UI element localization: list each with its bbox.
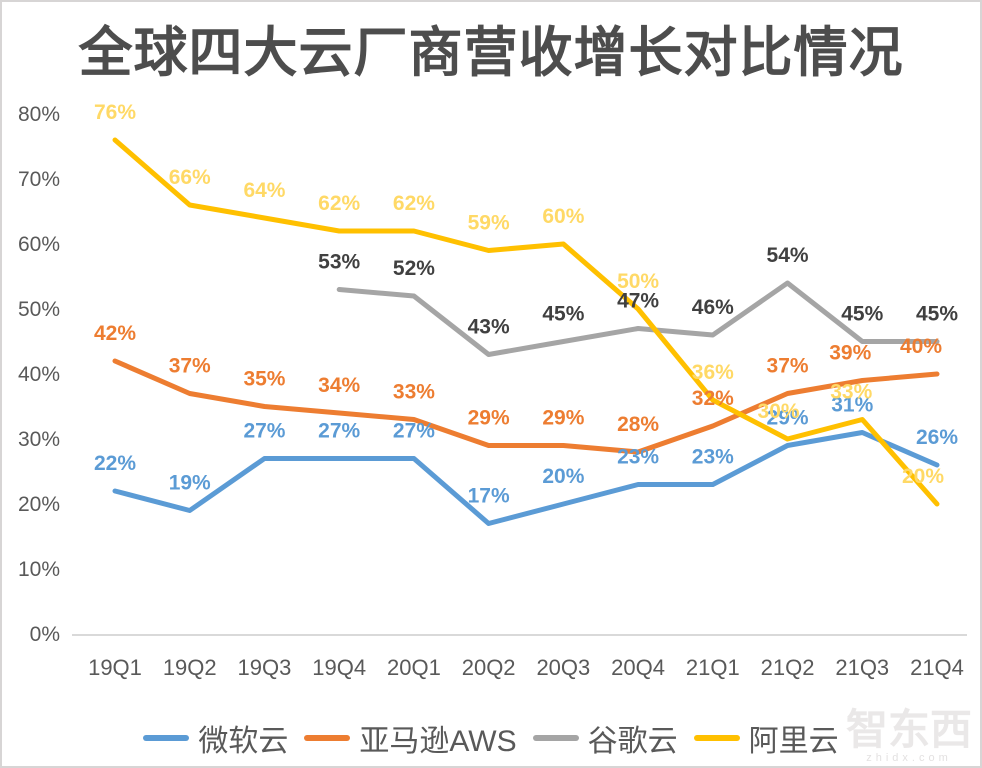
data-label-microsoft-cloud-19Q4: 27% <box>318 420 360 443</box>
data-label-google-cloud-20Q4: 47% <box>617 290 659 313</box>
data-label-amazon-aws-21Q1: 32% <box>692 387 734 410</box>
x-axis-label: 21Q2 <box>761 655 815 680</box>
legend-item-google-cloud: 谷歌云 <box>532 716 678 760</box>
legend-label-microsoft-cloud: 微软云 <box>198 725 289 758</box>
data-label-microsoft-cloud-19Q2: 19% <box>169 472 211 495</box>
data-label-alibaba-cloud-21Q1: 36% <box>692 361 734 384</box>
data-label-alibaba-cloud-20Q2: 59% <box>468 212 510 235</box>
data-label-amazon-aws-21Q4: 40% <box>900 335 942 358</box>
legend-item-alibaba-cloud: 阿里云 <box>693 716 839 760</box>
data-label-google-cloud-20Q1: 52% <box>393 257 435 280</box>
legend-item-amazon-aws: 亚马逊AWS <box>304 716 517 760</box>
legend-label-google-cloud: 谷歌云 <box>587 725 678 758</box>
data-label-microsoft-cloud-21Q1: 23% <box>692 446 734 469</box>
y-axis-tick: 0% <box>30 623 60 646</box>
y-axis-tick: 50% <box>18 298 60 321</box>
legend-item-microsoft-cloud: 微软云 <box>143 716 288 760</box>
data-label-alibaba-cloud-19Q4: 62% <box>318 192 360 215</box>
data-label-amazon-aws-20Q2: 29% <box>468 407 510 430</box>
data-label-alibaba-cloud-21Q3: 33% <box>830 381 872 404</box>
legend: 微软云 亚马逊AWS 谷歌云 阿里云 <box>2 716 980 760</box>
x-axis-label: 20Q4 <box>611 655 665 680</box>
legend-label-alibaba-cloud: 阿里云 <box>748 725 839 758</box>
data-label-alibaba-cloud-21Q4: 20% <box>902 465 944 488</box>
y-axis-tick: 20% <box>18 493 60 516</box>
data-label-amazon-aws-20Q4: 28% <box>617 413 659 436</box>
y-axis-tick: 60% <box>18 233 60 256</box>
data-label-amazon-aws-19Q1: 42% <box>94 322 136 345</box>
data-label-google-cloud-19Q4: 53% <box>318 251 360 274</box>
data-label-google-cloud-20Q2: 43% <box>468 316 510 339</box>
data-label-amazon-aws-19Q2: 37% <box>169 355 211 378</box>
x-axis-label: 20Q1 <box>387 655 441 680</box>
data-label-amazon-aws-20Q1: 33% <box>393 381 435 404</box>
x-axis-label: 19Q4 <box>312 655 366 680</box>
x-axis-label: 20Q3 <box>536 655 590 680</box>
data-label-amazon-aws-19Q3: 35% <box>243 368 285 391</box>
series-line-alibaba-cloud <box>112 137 940 507</box>
chart-title: 全球四大云厂商营收增长对比情况 <box>78 23 904 83</box>
data-label-microsoft-cloud-20Q2: 17% <box>468 485 510 508</box>
x-axis-label: 21Q3 <box>835 655 889 680</box>
x-axis-label: 20Q2 <box>462 655 516 680</box>
data-label-amazon-aws-21Q2: 37% <box>767 355 809 378</box>
series-line-google-cloud <box>336 280 940 357</box>
data-label-alibaba-cloud-20Q1: 62% <box>393 192 435 215</box>
legend-swatch-google-cloud <box>532 735 579 741</box>
data-label-google-cloud-21Q2: 54% <box>767 244 809 267</box>
x-axis-label: 19Q1 <box>88 655 142 680</box>
data-label-microsoft-cloud-21Q4: 26% <box>916 426 958 449</box>
data-label-google-cloud-21Q1: 46% <box>692 296 734 319</box>
x-axis-label: 21Q4 <box>910 655 964 680</box>
data-label-google-cloud-21Q4: 45% <box>916 303 958 326</box>
series-line-amazon-aws <box>112 358 940 455</box>
x-axis-label: 21Q1 <box>686 655 740 680</box>
data-label-microsoft-cloud-20Q3: 20% <box>542 465 584 488</box>
legend-label-amazon-aws: 亚马逊AWS <box>359 725 517 758</box>
data-label-amazon-aws-19Q4: 34% <box>318 374 360 397</box>
x-axis-label: 19Q2 <box>163 655 217 680</box>
y-axis-tick: 30% <box>18 428 60 451</box>
data-label-amazon-aws-20Q3: 29% <box>542 407 584 430</box>
data-label-amazon-aws-21Q3: 39% <box>829 342 871 365</box>
y-axis-tick: 10% <box>18 558 60 581</box>
data-label-alibaba-cloud-20Q4: 50% <box>617 270 659 293</box>
data-label-microsoft-cloud-21Q2: 29% <box>767 407 809 430</box>
data-label-microsoft-cloud-21Q3: 31% <box>831 394 873 417</box>
data-label-google-cloud-20Q3: 45% <box>542 303 584 326</box>
data-label-alibaba-cloud-19Q3: 64% <box>243 179 285 202</box>
data-label-google-cloud-21Q3: 45% <box>841 303 883 326</box>
data-label-alibaba-cloud-19Q2: 66% <box>169 166 211 189</box>
y-axis-tick: 80% <box>18 103 60 126</box>
legend-swatch-amazon-aws <box>304 735 351 741</box>
data-label-alibaba-cloud-21Q2: 30% <box>758 400 800 423</box>
x-axis-label: 19Q3 <box>238 655 292 680</box>
y-axis-tick: 40% <box>18 363 60 386</box>
data-label-microsoft-cloud-20Q1: 27% <box>393 420 435 443</box>
data-label-alibaba-cloud-19Q1: 76% <box>94 101 136 124</box>
data-label-microsoft-cloud-19Q3: 27% <box>243 420 285 443</box>
series-line-microsoft-cloud <box>112 430 940 526</box>
data-label-microsoft-cloud-19Q1: 22% <box>94 452 136 475</box>
y-axis-tick: 70% <box>18 168 60 191</box>
data-label-microsoft-cloud-20Q4: 23% <box>617 446 659 469</box>
data-label-alibaba-cloud-20Q3: 60% <box>542 205 584 228</box>
legend-swatch-alibaba-cloud <box>693 735 740 741</box>
legend-swatch-microsoft-cloud <box>143 735 190 741</box>
